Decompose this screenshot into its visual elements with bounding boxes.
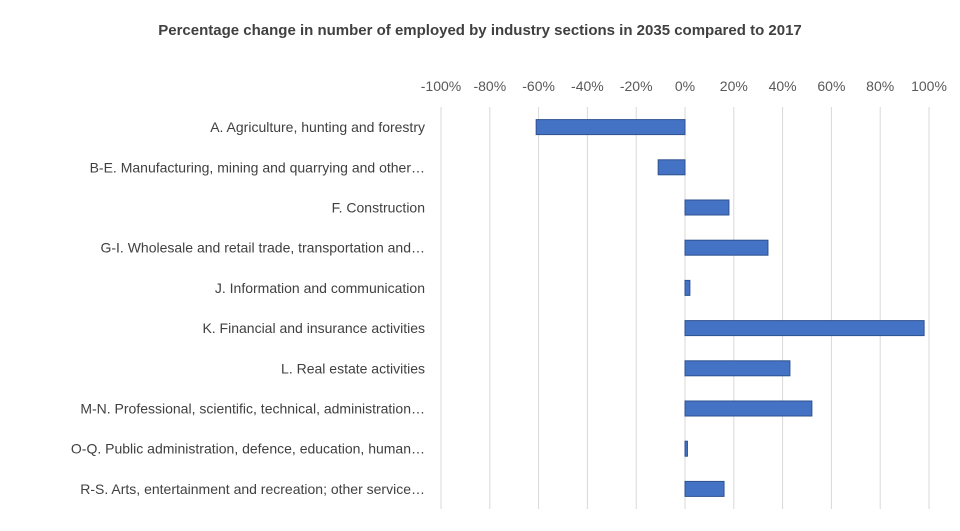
x-tick-label: -60% [522,78,555,94]
bar [684,239,769,256]
category-label: F. Construction [332,200,425,216]
x-tick-label: -100% [421,78,461,94]
bar [684,400,813,417]
x-axis-ticks: -100% -80% -60% -40% -20% 0% 20% 40% 60% 80% 100% [421,78,947,94]
x-tick-label: 0% [675,78,695,94]
gridlines [440,107,930,509]
x-tick-label: 100% [911,78,947,94]
category-label: J. Information and communication [215,280,425,296]
category-label: L. Real estate activities [281,360,425,376]
bar [684,279,691,296]
category-label: M-N. Professional, scientific, technical… [80,401,425,417]
bar [684,440,688,457]
x-tick-label: 40% [769,78,797,94]
bar [657,159,686,176]
x-tick-label: -80% [473,78,506,94]
x-tick-label: -40% [571,78,604,94]
category-label: A. Agriculture, hunting and forestry [210,119,425,135]
bar [535,119,686,136]
category-label: R-S. Arts, entertainment and recreation;… [80,481,425,497]
x-tick-label: 20% [720,78,748,94]
bar [684,480,725,497]
category-label: O-Q. Public administration, defence, edu… [71,441,425,457]
bar [684,199,730,216]
category-labels: A. Agriculture, hunting and forestry B-E.… [71,119,425,497]
category-label: G-I. Wholesale and retail trade, transpo… [100,240,425,256]
category-label: B-E. Manufacturing, mining and quarrying… [90,159,425,175]
x-tick-label: 60% [817,78,845,94]
bar [684,360,791,377]
x-tick-label: 80% [866,78,894,94]
chart-title: Percentage change in number of employed … [158,22,802,39]
bar [684,320,925,337]
bars [535,119,925,497]
x-tick-label: -20% [620,78,653,94]
category-label: K. Financial and insurance activities [202,320,425,336]
